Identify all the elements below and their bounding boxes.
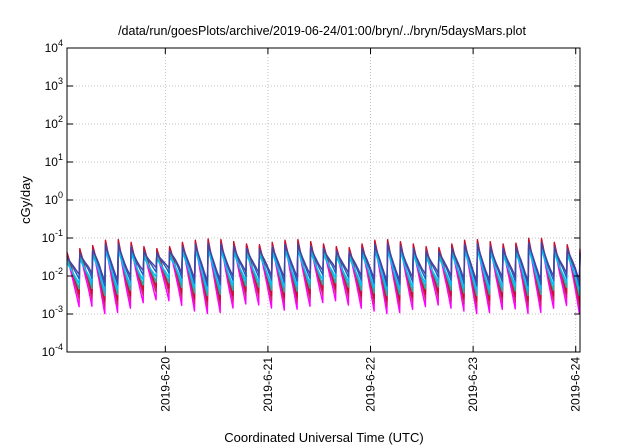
y-tick-label: 104	[45, 38, 63, 55]
y-tick-label: 10-3	[42, 304, 63, 321]
y-axis: 10-4 10-3 10-2 10-1 100 101 102 103 104	[42, 38, 580, 359]
y-tick-label: 101	[45, 152, 63, 169]
y-tick-label: 102	[45, 114, 63, 131]
series-line	[66, 243, 581, 282]
y-tick-label: 10-1	[42, 228, 63, 245]
y-tick-label: 100	[45, 190, 63, 207]
series-layer	[66, 237, 581, 315]
x-axis: 2019-6-20 2019-6-21 2019-6-22 2019-6-23 2019…	[158, 48, 583, 412]
x-tick-label: 2019-6-23	[466, 357, 480, 412]
y-tick-label: 10-4	[42, 342, 63, 359]
chart-title: /data/run/goesPlots/archive/2019-06-24/0…	[118, 24, 526, 38]
x-tick-label: 2019-6-21	[261, 357, 275, 412]
y-axis-label: cGy/day	[18, 176, 33, 224]
y-tick-label: 10-2	[42, 266, 63, 283]
x-tick-label: 2019-6-24	[569, 357, 583, 412]
x-tick-label: 2019-6-20	[158, 357, 172, 412]
x-axis-label: Coordinated Universal Time (UTC)	[224, 430, 423, 445]
y-tick-label: 103	[45, 76, 63, 93]
x-tick-label: 2019-6-22	[364, 357, 378, 412]
